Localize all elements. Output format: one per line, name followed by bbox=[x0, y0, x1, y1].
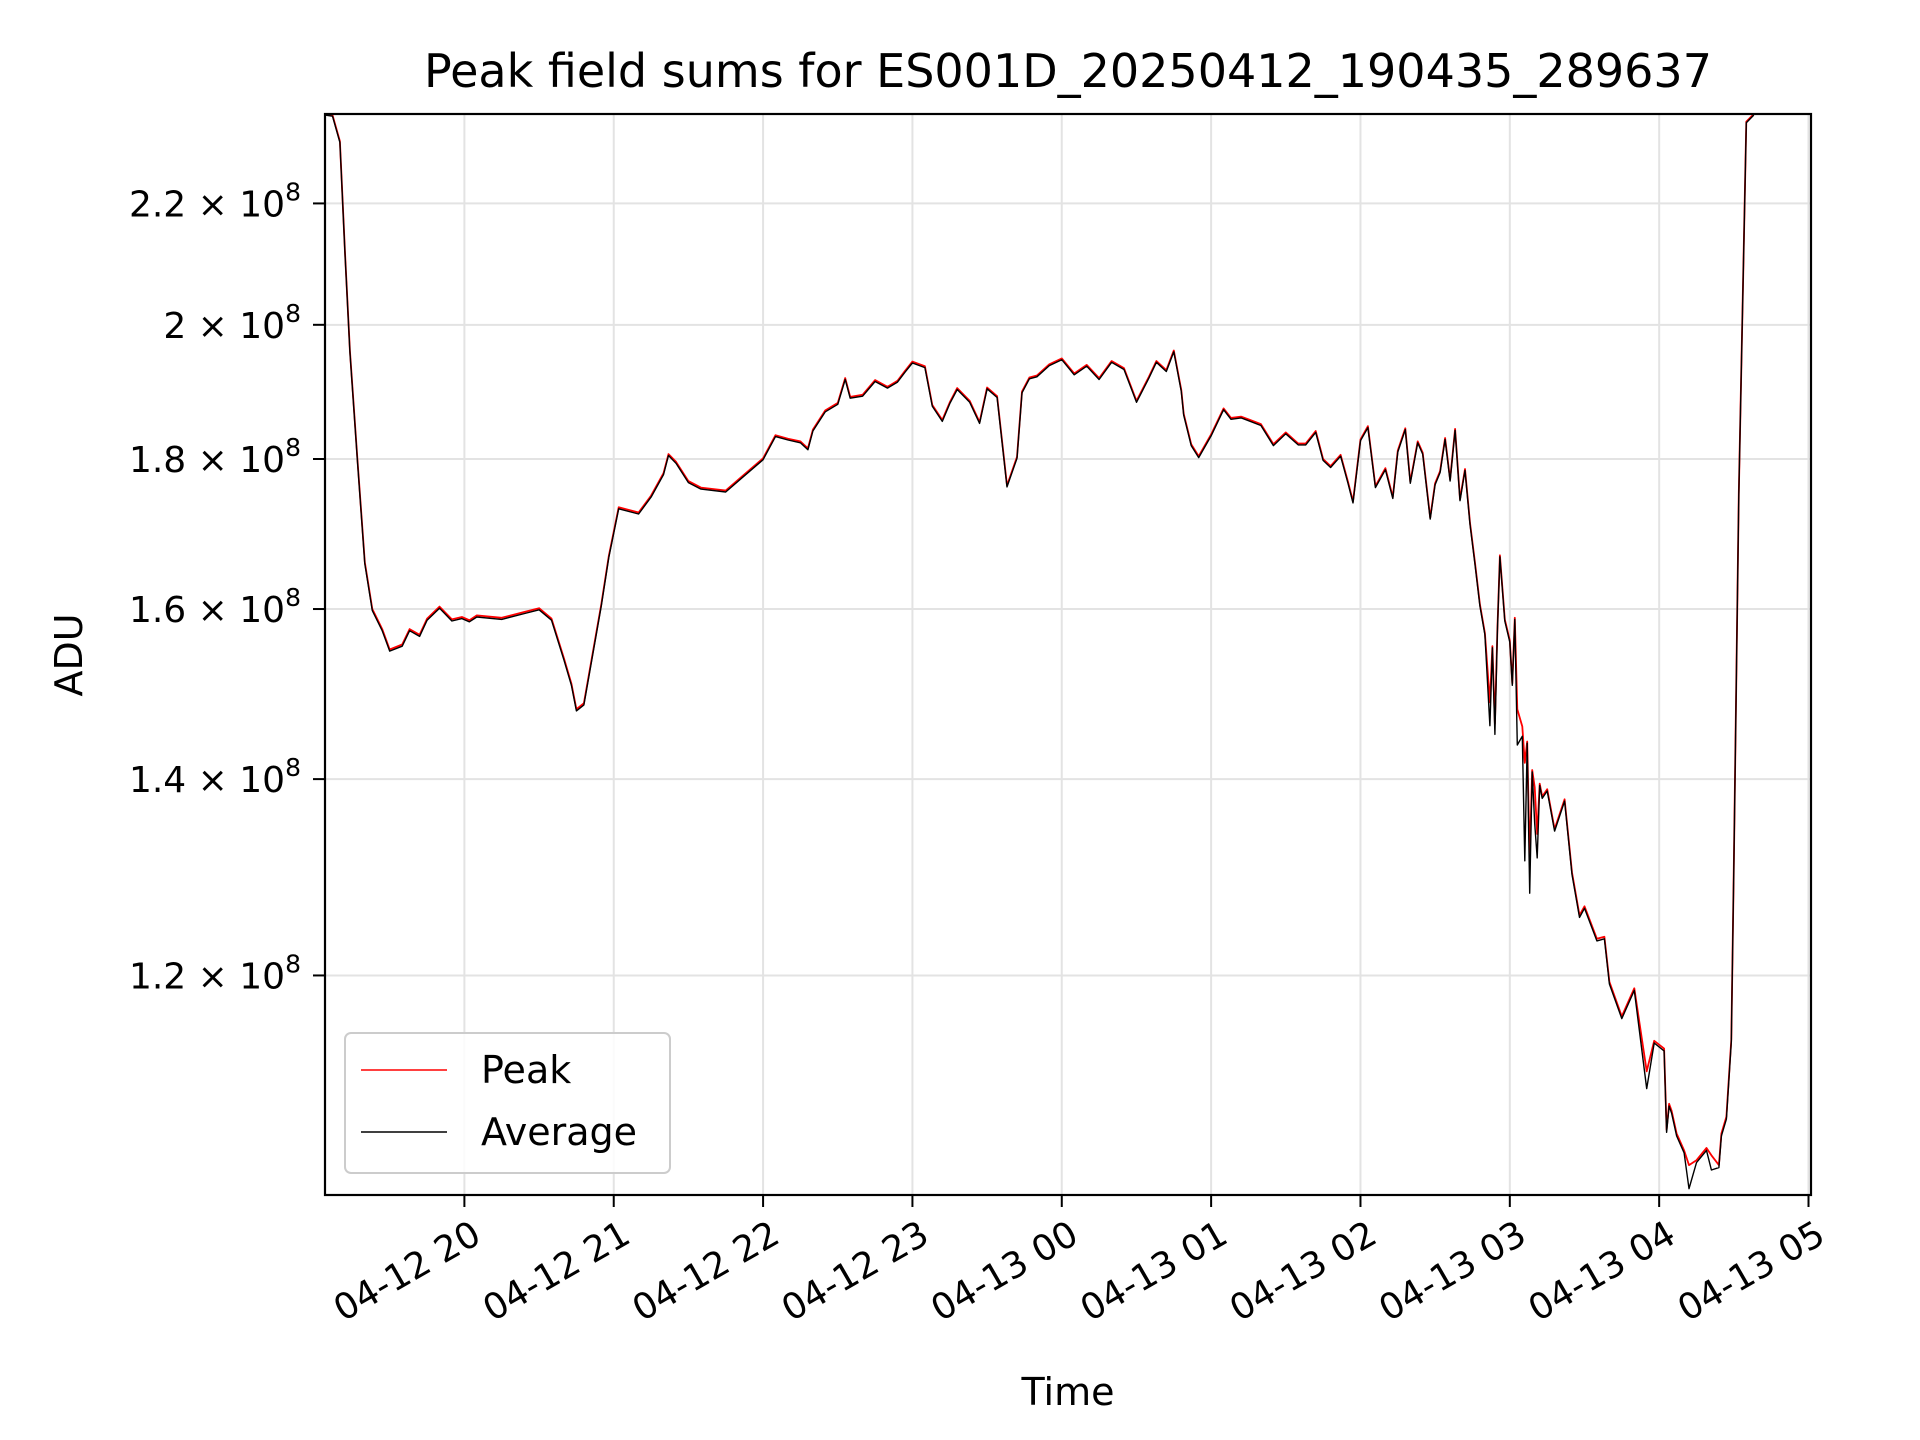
y-tick-times-sign: × bbox=[186, 306, 239, 347]
y-tick-mantissa: 2.2 bbox=[129, 184, 186, 225]
y-tick-base: 10 bbox=[239, 440, 285, 481]
grid bbox=[325, 114, 1811, 1195]
y-tick-exponent: 8 bbox=[285, 177, 301, 206]
y-tick-base: 10 bbox=[239, 306, 285, 347]
y-tick-exponent: 8 bbox=[285, 583, 301, 612]
y-tick-label: 1.6 × 108 bbox=[129, 583, 301, 631]
y-tick-times-sign: × bbox=[186, 440, 239, 481]
y-tick-exponent: 8 bbox=[285, 949, 301, 978]
y-tick-base: 10 bbox=[239, 184, 285, 225]
legend-box bbox=[344, 1032, 671, 1174]
y-tick-mantissa: 2 bbox=[163, 306, 186, 347]
y-tick-base: 10 bbox=[239, 760, 285, 801]
legend: Peak Average bbox=[344, 1032, 671, 1174]
y-tick-mantissa: 1.6 bbox=[129, 590, 186, 631]
x-axis-label: Time bbox=[1021, 1370, 1115, 1414]
plot-frame bbox=[323, 112, 1813, 1197]
y-tick-exponent: 8 bbox=[285, 433, 301, 462]
y-tick-times-sign: × bbox=[186, 956, 239, 997]
y-tick-times-sign: × bbox=[186, 760, 239, 801]
y-tick-mantissa: 1.2 bbox=[129, 956, 186, 997]
y-tick-exponent: 8 bbox=[285, 753, 301, 782]
y-tick-label: 1.2 × 108 bbox=[129, 949, 301, 997]
series-line-average bbox=[324, 114, 1755, 1190]
y-tick-exponent: 8 bbox=[285, 299, 301, 328]
y-tick-mantissa: 1.8 bbox=[129, 440, 186, 481]
y-tick-base: 10 bbox=[239, 590, 285, 631]
y-tick-label: 1.4 × 108 bbox=[129, 753, 301, 801]
y-tick-mantissa: 1.4 bbox=[129, 760, 186, 801]
y-tick-label: 2.2 × 108 bbox=[129, 177, 301, 225]
y-tick-label: 1.8 × 108 bbox=[129, 433, 301, 481]
y-tick-times-sign: × bbox=[186, 184, 239, 225]
chart-title: Peak field sums for ES001D_20250412_1904… bbox=[424, 44, 1712, 98]
y-tick-base: 10 bbox=[239, 956, 285, 997]
y-tick-label: 2 × 108 bbox=[163, 299, 301, 347]
y-tick-times-sign: × bbox=[186, 590, 239, 631]
legend-label-peak: Peak bbox=[481, 1048, 571, 1092]
legend-label-average: Average bbox=[481, 1110, 637, 1154]
plot-lines bbox=[324, 113, 1755, 1190]
y-axis-label: ADU bbox=[47, 613, 91, 696]
